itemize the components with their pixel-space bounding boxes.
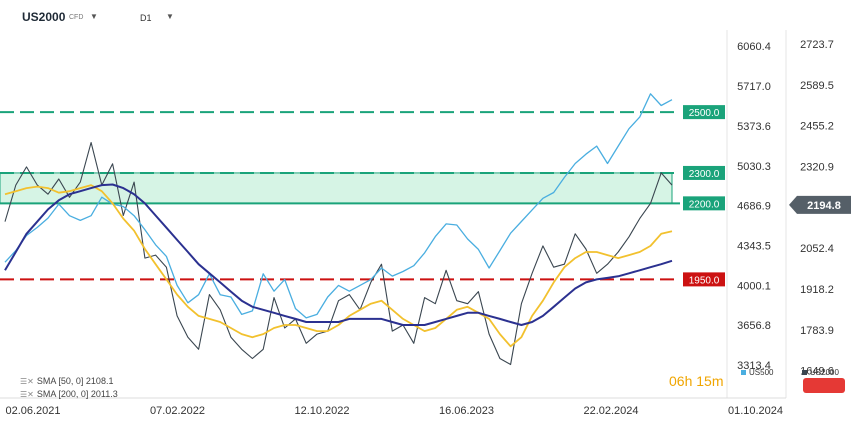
left-axis-tick: 5373.6	[737, 121, 771, 133]
level-tag-2200.0[interactable]	[683, 196, 725, 211]
level-tag-2500.0[interactable]	[683, 105, 725, 120]
level-tag-1950.0[interactable]	[683, 272, 725, 287]
symbol-type: CFD	[69, 14, 84, 21]
right-axis-tick: 1783.9	[800, 325, 834, 337]
series-sma-50[interactable]	[4, 184, 673, 348]
x-axis-tick: 02.06.2021	[5, 405, 60, 417]
left-axis-tick: 3656.8	[737, 320, 771, 332]
indicator-settings-icon[interactable]: ☰✕	[20, 377, 34, 386]
series-legend-us500[interactable]: US500	[741, 368, 773, 377]
left-axis-tick: 4686.9	[737, 201, 771, 213]
left-axis-tick: 4343.5	[737, 241, 771, 253]
right-axis-tick: 2320.9	[800, 162, 834, 174]
level-label-2500.0: 2500.0	[689, 108, 720, 119]
timeframe-dropdown-icon[interactable]: ▼	[166, 12, 174, 21]
symbol-title[interactable]: US2000	[22, 10, 66, 24]
right-axis-tick: 1918.2	[800, 284, 834, 296]
left-axis-tick: 6060.4	[737, 41, 771, 53]
right-axis-tick: 1649.6	[800, 366, 834, 378]
us500-legend-label: US500	[749, 368, 774, 377]
left-axis-tick: 5717.0	[737, 81, 771, 93]
right-axis-tick: 2052.4	[800, 243, 834, 255]
us500-swatch	[741, 370, 746, 376]
x-axis-tick: 01.10.2024	[728, 405, 783, 417]
sma50-legend[interactable]: ☰✕ SMA [50, 0] 2108.1	[20, 376, 113, 386]
series-us2000[interactable]	[4, 141, 673, 366]
sma200-legend[interactable]: ☰✕ SMA [200, 0] 2011.3	[20, 389, 118, 399]
x-axis-tick: 22.02.2024	[583, 405, 638, 417]
timeframe-selector[interactable]: D1	[140, 13, 152, 23]
left-axis-tick: 3313.4	[737, 360, 771, 372]
x-axis-tick: 07.02.2022	[150, 405, 205, 417]
series-us500[interactable]	[4, 93, 673, 319]
sma50-value: 2108.1	[85, 376, 114, 386]
level-label-2200.0: 2200.0	[689, 199, 720, 210]
level-label-1950.0: 1950.0	[689, 275, 720, 286]
left-axis-tick: 5030.3	[737, 161, 771, 173]
current-price-label: 2194.8	[807, 200, 841, 212]
sma200-value: 2011.3	[90, 389, 118, 399]
right-axis-tick: 2455.2	[800, 121, 834, 133]
series-sma-200[interactable]	[4, 183, 673, 326]
x-axis-tick: 16.06.2023	[439, 405, 494, 417]
x-axis-tick: 12.10.2022	[294, 405, 349, 417]
support-zone[interactable]	[0, 172, 673, 204]
candle-countdown: 06h 15m	[669, 373, 724, 389]
indicator-settings-icon[interactable]: ☰✕	[20, 390, 34, 399]
series-color-button[interactable]	[803, 378, 845, 393]
level-tag-2300.0[interactable]	[683, 165, 725, 180]
left-axis-tick: 4000.1	[737, 280, 771, 292]
sma200-label: SMA [200, 0]	[36, 389, 89, 399]
us2000-legend-label: US2000	[810, 368, 839, 377]
series-legend-us2000[interactable]: US2000	[802, 368, 839, 377]
current-price-tag	[789, 195, 851, 214]
right-axis-tick: 2589.5	[800, 80, 834, 92]
symbol-dropdown-icon[interactable]: ▼	[90, 12, 98, 21]
us2000-swatch	[802, 370, 807, 376]
level-label-2300.0: 2300.0	[689, 169, 720, 180]
right-axis-tick: 2723.7	[800, 39, 834, 51]
sma50-label: SMA [50, 0]	[36, 376, 84, 386]
